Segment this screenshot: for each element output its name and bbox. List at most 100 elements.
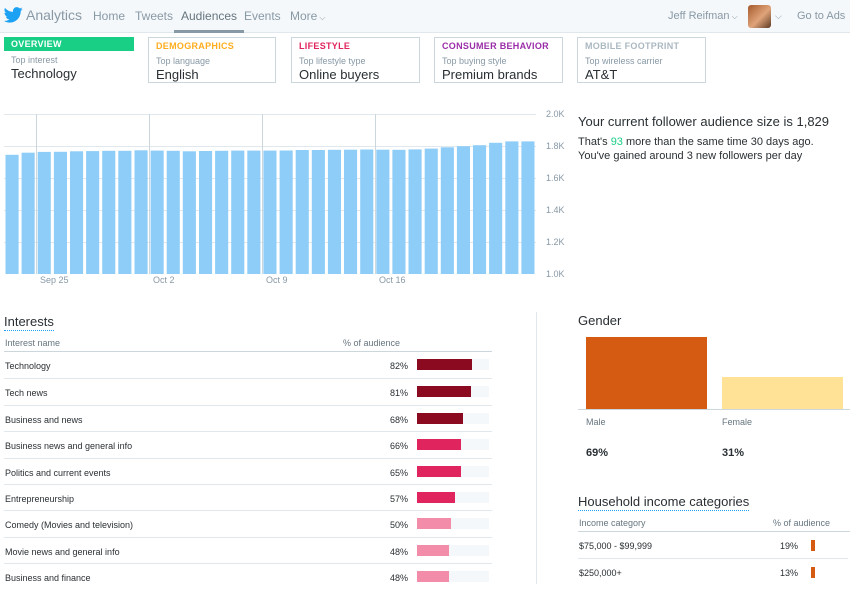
interest-row[interactable]: Movie news and general info 48% [4,536,492,563]
follower-bar[interactable] [86,151,100,274]
nav-audiences[interactable]: Audiences [174,0,245,33]
card-title: MOBILE FOOTPRINT [585,41,680,51]
follower-bar[interactable] [53,151,67,274]
income-row[interactable]: $250,000+ 13% [578,558,848,584]
summary-line1: Your current follower audience size is [578,114,793,129]
follower-bar[interactable] [199,151,213,274]
follower-bar[interactable] [150,150,164,274]
follower-bar[interactable] [134,150,148,274]
follower-bar[interactable] [182,151,196,274]
gender-male-label: Male [586,417,606,427]
nav-audiences-label: Audiences [181,9,238,23]
gender-bar-male [586,337,707,409]
follower-bar[interactable] [5,154,19,274]
interests-title[interactable]: Interests [4,314,54,331]
follower-bar[interactable] [166,150,180,274]
analytics-logo[interactable]: Analytics [4,7,82,23]
interest-pct: 48% [389,573,408,584]
gender-female-pct: 31% [722,447,745,459]
interest-name: Movie news and general info [5,546,120,557]
card-lifestyle[interactable]: LIFESTYLE Top lifestyle type Online buye… [291,37,420,83]
chevron-down-icon: ⌵ [731,12,738,21]
follower-bar[interactable] [327,149,341,274]
nav-more[interactable]: More ⌵ [283,0,332,33]
y-tick-label: 1.0K [546,269,565,279]
interests-header-divider [4,351,492,352]
interest-row[interactable]: Tech news 81% [4,378,492,404]
follower-bar[interactable] [392,149,406,274]
interest-pct: 82% [389,361,408,371]
follower-bar[interactable] [295,150,309,274]
card-consumer-behavior[interactable]: CONSUMER BEHAVIOR Top buying style Premi… [434,37,563,83]
interest-bar-track [417,571,489,583]
follower-bar[interactable] [440,147,454,274]
follower-bar[interactable] [521,141,535,274]
income-pct: 19% [779,541,798,551]
card-subtitle: Top wireless carrier [585,56,663,66]
card-overview[interactable]: OVERVIEW Top interest Technology [4,37,134,83]
follower-bar[interactable] [102,150,116,274]
interest-bar-track [417,439,489,451]
follower-bar[interactable] [456,146,470,274]
y-tick-label: 1.8K [546,141,565,151]
income-category: $75,000 - $99,999 [579,541,653,551]
follower-bar[interactable] [263,150,277,274]
interest-bar-track [417,492,489,503]
follower-bar[interactable] [231,150,245,274]
income-row[interactable]: $75,000 - $99,999 19% [578,532,848,558]
follower-bar[interactable] [37,151,51,274]
income-title[interactable]: Household income categories [578,494,750,511]
nav-events[interactable]: Events [237,0,288,33]
income-category: $250,000+ [579,568,622,578]
summary-line2b: more than the same time 30 days ago. You… [578,136,814,162]
follower-bar[interactable] [70,151,84,274]
interest-name: Technology [5,361,51,371]
follower-bar[interactable] [118,150,132,274]
follower-bar[interactable] [279,150,293,275]
interest-row[interactable]: Business and finance 48% [4,563,492,589]
interest-row[interactable]: Entrepreneurship 57% [4,484,492,510]
interest-name-header: Interest name [5,338,61,348]
nav-more-label: More [290,9,318,23]
interest-pct: 81% [389,388,408,399]
follower-bar[interactable] [505,141,519,274]
follower-bar[interactable] [344,149,358,274]
summary-line2a: That's [578,136,608,148]
follower-bar[interactable] [408,149,422,274]
card-value: English [156,67,199,82]
interest-bar-track [417,544,489,556]
follower-bar[interactable] [489,142,503,274]
interest-row[interactable]: Business and news 68% [4,404,492,431]
nav-tweets[interactable]: Tweets [128,0,180,33]
interest-bar [417,571,450,583]
card-mobile-footprint[interactable]: MOBILE FOOTPRINT Top wireless carrier AT… [577,37,706,83]
interest-row[interactable]: Comedy (Movies and television) 50% [4,510,492,536]
top-nav-bar: Analytics Home Tweets Audiences Events M… [0,0,850,33]
interest-row[interactable]: Business news and general info 66% [4,431,492,457]
follower-bar[interactable] [376,149,390,274]
follower-bar[interactable] [215,150,229,274]
interest-name: Business and finance [5,573,91,584]
nav-home[interactable]: Home [86,0,132,33]
card-demographics[interactable]: DEMOGRAPHICS Top language English [148,37,276,83]
interest-row[interactable]: Politics and current events 65% [4,457,492,484]
follower-bar[interactable] [424,148,438,274]
follower-bar[interactable] [473,145,487,274]
chevron-down-icon[interactable]: ⌵ [775,11,782,21]
interest-pct: 68% [389,414,408,425]
user-menu[interactable]: Jeff Reifman ⌵ [668,0,738,33]
avatar[interactable] [748,5,771,28]
interest-bar-track [417,412,489,424]
interest-name: Business and news [5,414,83,425]
follower-bar[interactable] [247,150,261,274]
follower-bar[interactable] [311,150,325,274]
interest-pct: 65% [389,467,408,478]
card-title: CONSUMER BEHAVIOR [442,41,549,51]
interest-bar-track [417,465,489,477]
follower-bar[interactable] [360,149,374,275]
interest-row[interactable]: Technology 82% [4,352,492,378]
interest-bar-track [417,359,489,370]
card-value: Online buyers [299,67,380,82]
go-to-ads-link[interactable]: Go to Ads [797,10,846,22]
follower-bar[interactable] [21,152,35,274]
